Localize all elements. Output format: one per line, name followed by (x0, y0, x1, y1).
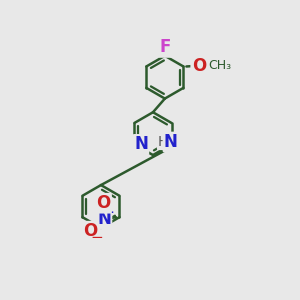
Text: H: H (158, 135, 168, 149)
Text: F: F (160, 38, 171, 56)
Text: O: O (83, 222, 98, 240)
Text: O: O (192, 57, 206, 75)
Text: +: + (104, 206, 115, 219)
Text: O: O (96, 194, 111, 212)
Text: −: − (90, 230, 103, 245)
Text: N: N (97, 210, 111, 228)
Text: N: N (134, 135, 148, 153)
Text: CH₃: CH₃ (208, 59, 232, 72)
Text: N: N (164, 133, 178, 151)
